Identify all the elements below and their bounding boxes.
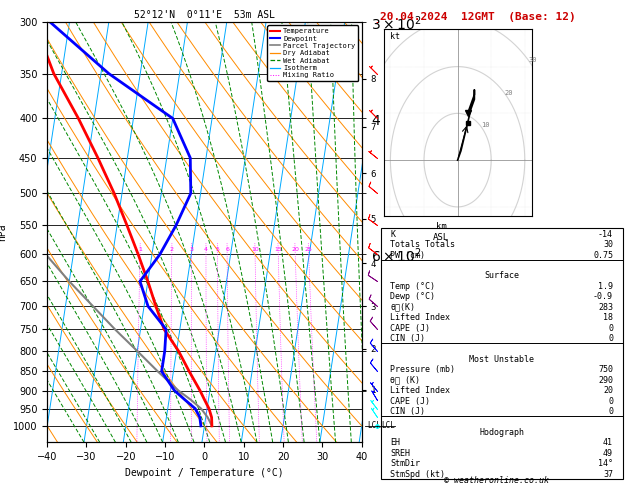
Text: CIN (J): CIN (J): [390, 334, 425, 343]
Text: 37: 37: [603, 469, 613, 479]
Text: -14: -14: [598, 230, 613, 239]
Text: 290: 290: [598, 376, 613, 384]
X-axis label: Dewpoint / Temperature (°C): Dewpoint / Temperature (°C): [125, 468, 284, 478]
Text: 0: 0: [608, 397, 613, 405]
Text: K: K: [390, 230, 395, 239]
Text: 18: 18: [603, 313, 613, 322]
Text: -0.9: -0.9: [593, 292, 613, 301]
Text: 20: 20: [504, 89, 513, 96]
Text: 10: 10: [251, 247, 259, 252]
Text: 41: 41: [603, 438, 613, 447]
Text: 15: 15: [274, 247, 282, 252]
Text: 1.9: 1.9: [598, 282, 613, 291]
Legend: Temperature, Dewpoint, Parcel Trajectory, Dry Adiabat, Wet Adiabat, Isotherm, Mi: Temperature, Dewpoint, Parcel Trajectory…: [267, 25, 358, 81]
Text: LCL: LCL: [367, 421, 381, 431]
Text: 5: 5: [216, 247, 220, 252]
Text: 6: 6: [225, 247, 229, 252]
Text: Temp (°C): Temp (°C): [390, 282, 435, 291]
Text: θᴇ (K): θᴇ (K): [390, 376, 420, 384]
Text: 2: 2: [170, 247, 174, 252]
Text: 49: 49: [603, 449, 613, 458]
Text: 1: 1: [138, 247, 142, 252]
Text: θᴇ(K): θᴇ(K): [390, 303, 415, 312]
Text: © weatheronline.co.uk: © weatheronline.co.uk: [445, 475, 549, 485]
Text: EH: EH: [390, 438, 400, 447]
Text: 20: 20: [291, 247, 299, 252]
Y-axis label: hPa: hPa: [0, 223, 8, 241]
Text: CIN (J): CIN (J): [390, 407, 425, 416]
Text: CAPE (J): CAPE (J): [390, 324, 430, 332]
Text: 14°: 14°: [598, 459, 613, 468]
Text: LCL: LCL: [381, 421, 395, 431]
Text: kt: kt: [391, 32, 401, 40]
Text: Hodograph: Hodograph: [479, 428, 524, 437]
Text: 4: 4: [204, 247, 208, 252]
Text: SREH: SREH: [390, 449, 410, 458]
Text: Pressure (mb): Pressure (mb): [390, 365, 455, 374]
Text: 283: 283: [598, 303, 613, 312]
Text: Dewp (°C): Dewp (°C): [390, 292, 435, 301]
Text: 30: 30: [528, 57, 537, 63]
Text: StmDir: StmDir: [390, 459, 420, 468]
Text: 0.75: 0.75: [593, 250, 613, 260]
Text: Surface: Surface: [484, 271, 519, 280]
Text: 20: 20: [603, 386, 613, 395]
Title: 52°12'N  0°11'E  53m ASL: 52°12'N 0°11'E 53m ASL: [134, 10, 275, 20]
Text: StmSpd (kt): StmSpd (kt): [390, 469, 445, 479]
Text: 3: 3: [189, 247, 194, 252]
Text: PW (cm): PW (cm): [390, 250, 425, 260]
Text: 750: 750: [598, 365, 613, 374]
Text: 10: 10: [481, 122, 489, 128]
Text: 20.04.2024  12GMT  (Base: 12): 20.04.2024 12GMT (Base: 12): [380, 12, 576, 22]
Y-axis label: km
ASL: km ASL: [433, 223, 449, 242]
Text: 0: 0: [608, 334, 613, 343]
Text: Most Unstable: Most Unstable: [469, 355, 534, 364]
Text: 30: 30: [603, 240, 613, 249]
Text: CAPE (J): CAPE (J): [390, 397, 430, 405]
Text: Lifted Index: Lifted Index: [390, 313, 450, 322]
Text: Lifted Index: Lifted Index: [390, 386, 450, 395]
Text: 0: 0: [608, 407, 613, 416]
Text: 25: 25: [304, 247, 313, 252]
Text: 0: 0: [608, 324, 613, 332]
Text: Totals Totals: Totals Totals: [390, 240, 455, 249]
